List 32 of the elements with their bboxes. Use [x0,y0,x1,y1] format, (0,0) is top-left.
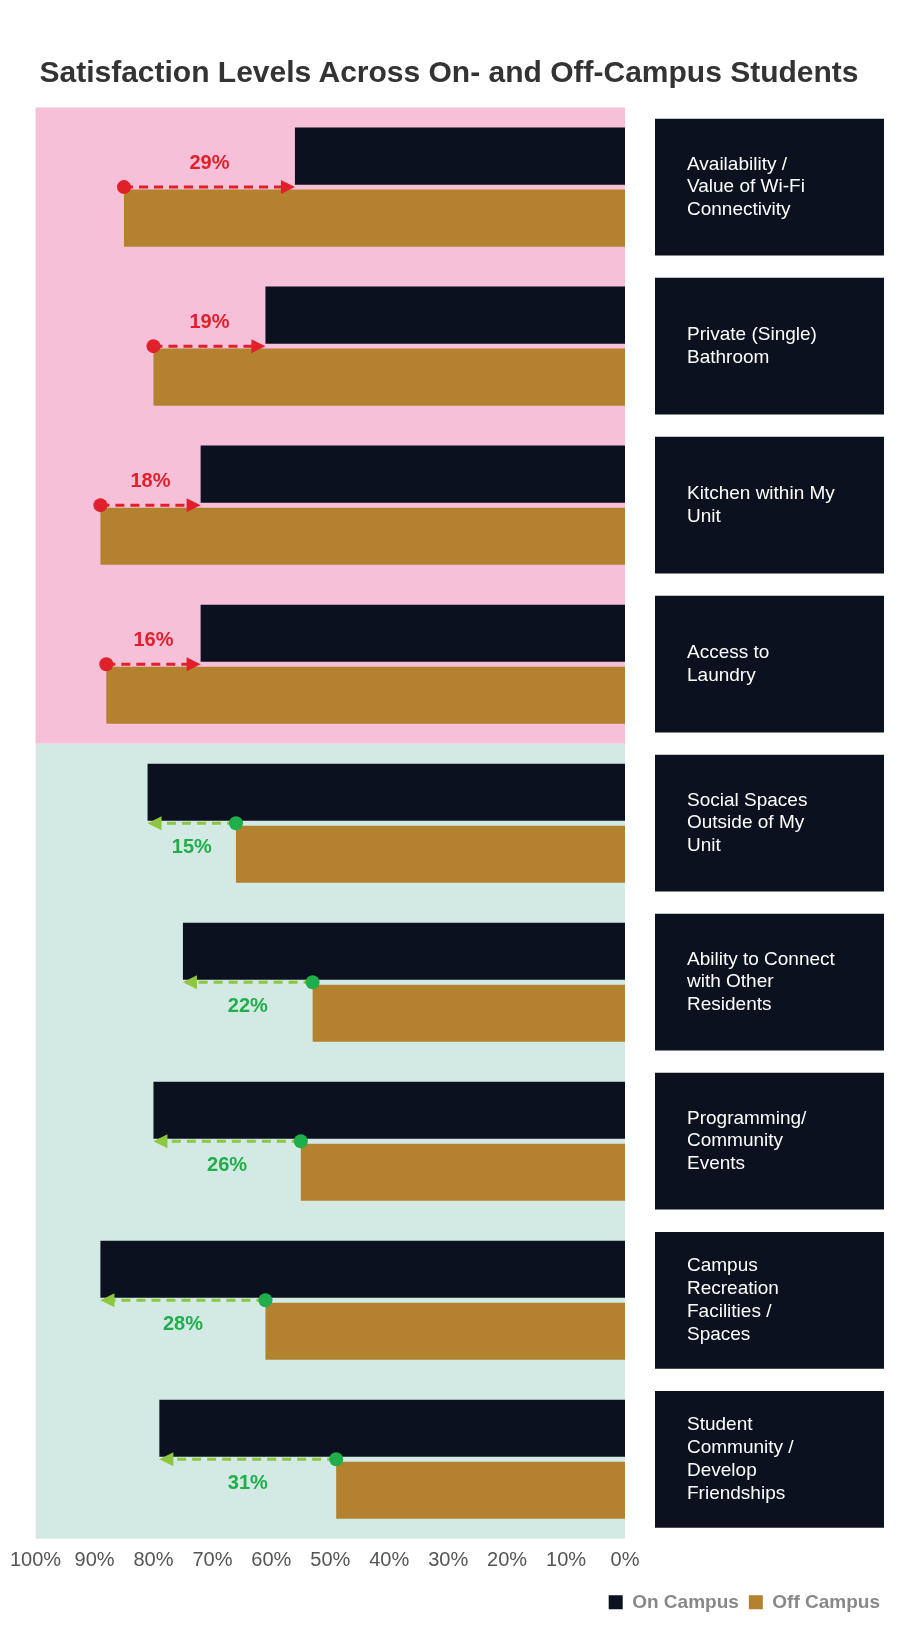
annotation: 22% [227,993,268,1016]
annotation: 28% [162,1311,204,1334]
x-tick-label: 80% [133,1548,174,1571]
y-tick-label: Private (Single) Bathroom [687,322,817,367]
annotation: 19% [189,309,230,332]
y-tick-label: Student Community / Develop Friendships [687,1413,795,1503]
x-tick-label: 40% [369,1548,410,1571]
x-tick-label: 100% [10,1548,62,1571]
y-tick-label: Programming/ Community Events [687,1106,808,1174]
legend-label: On Campus [632,1590,739,1612]
chart-title: Satisfaction Levels Across On- and Off-Campus Students [39,54,859,88]
x-tick-label: 90% [74,1548,115,1571]
x-tick-label: 0% [610,1548,640,1571]
x-tick-label: 60% [251,1548,292,1571]
x-tick-label: 30% [428,1548,469,1571]
annotation: 16% [133,627,174,650]
y-tick-label: Kitchen within My Unit [687,481,836,526]
annotation: 29% [189,150,230,173]
annotation: 15% [171,834,212,857]
x-tick-label: 10% [546,1548,587,1571]
y-tick-label: Ability to Connect with Other Residents [686,947,836,1015]
annotation: 31% [227,1470,268,1493]
x-tick-label: 50% [310,1548,351,1571]
y-tick-label: Availability / Value of Wi-Fi Connectivity [687,152,805,220]
legend-label: Off Campus [772,1590,881,1612]
annotation: 18% [130,468,171,491]
y-tick-label: Social Spaces Outside of My Unit [687,788,808,856]
annotation: 26% [207,1152,248,1175]
y-tick-label: Access to Laundry [687,641,770,685]
x-tick-label: 70% [192,1548,233,1571]
x-tick-label: 20% [487,1548,528,1571]
y-tick-label: Campus Recreation Facilities / Spaces [687,1254,779,1344]
